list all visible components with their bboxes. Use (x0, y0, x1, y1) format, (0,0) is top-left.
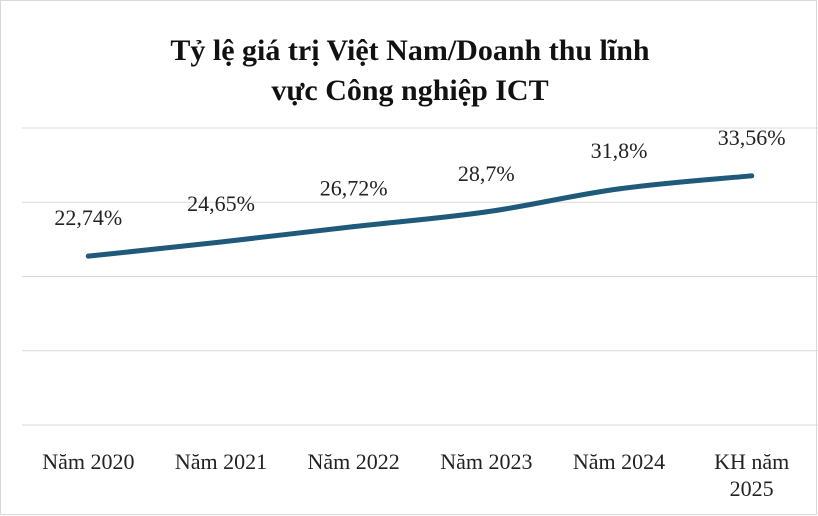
data-point (85, 253, 91, 259)
x-tick-label: Năm 2023 (440, 449, 532, 474)
data-label: 33,56% (718, 125, 786, 150)
data-point (749, 173, 755, 179)
data-label: 24,65% (187, 191, 255, 216)
x-tick-label: Năm 2024 (573, 449, 665, 474)
chart-title-line-1: Tỷ lệ giá trị Việt Nam/Doanh thu lĩnh (170, 34, 650, 67)
data-label: 28,7% (458, 161, 515, 186)
series-line (85, 173, 755, 259)
data-label: 31,8% (591, 138, 648, 163)
chart-title: Tỷ lệ giá trị Việt Nam/Doanh thu lĩnh vự… (1, 31, 818, 111)
chart-title-line-2: vực Công nghiệp ICT (271, 74, 549, 107)
data-point (483, 209, 489, 215)
data-point (218, 239, 224, 245)
data-label: 22,74% (54, 205, 122, 230)
data-point (351, 224, 357, 230)
x-tick-label: Năm 2020 (42, 449, 134, 474)
x-tick-label: Năm 2022 (308, 449, 400, 474)
data-label: 26,72% (320, 176, 388, 201)
x-tick-label: KH năm 2025 (714, 449, 789, 501)
data-point (616, 186, 622, 192)
x-tick-label: Năm 2021 (175, 449, 267, 474)
